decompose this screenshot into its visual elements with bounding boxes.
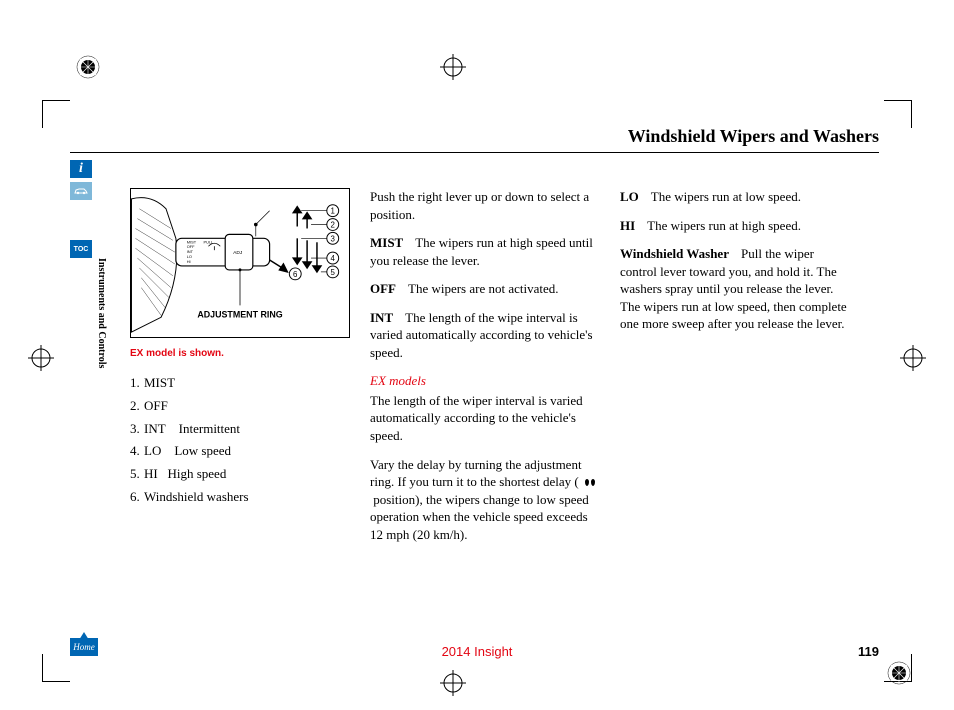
sidebar: i TOC [70, 160, 100, 262]
svg-text:3: 3 [331, 234, 336, 243]
legend-item: 1.MIST [130, 372, 350, 395]
int-desc: INTThe length of the wipe interval is va… [370, 309, 600, 362]
footer-model: 2014 Insight [0, 644, 954, 659]
ex-body: The length of the wiper interval is vari… [370, 392, 600, 445]
registration-mark-top [440, 54, 466, 80]
registration-mark-bottom [440, 670, 466, 696]
car-icon-button[interactable] [70, 182, 92, 200]
svg-text:1: 1 [331, 207, 335, 216]
wiper-lever-diagram: MIST OFF INT LO HI PULL ADJ 1 2 3 4 5 6 [130, 188, 350, 338]
svg-text:4: 4 [331, 254, 336, 263]
svg-text:6: 6 [293, 270, 298, 279]
crop-mark-tr [884, 100, 912, 128]
svg-text:2: 2 [331, 220, 335, 229]
legend-item: 3.INT Intermittent [130, 418, 350, 441]
text-column-right: LOThe wipers run at low speed. HIThe wip… [620, 188, 850, 344]
svg-text:ADJUSTMENT RING: ADJUSTMENT RING [197, 309, 282, 319]
text-column-middle: Push the right lever up or down to selec… [370, 188, 600, 554]
diagram-note: EX model is shown. [130, 348, 224, 359]
svg-text:ADJ: ADJ [233, 250, 243, 256]
washer-desc: Windshield WasherPull the wiper control … [620, 245, 850, 333]
registration-mark-br [886, 660, 912, 686]
legend-item: 6.Windshield washers [130, 486, 350, 509]
registration-mark-tl [75, 54, 101, 80]
svg-text:HI: HI [187, 259, 191, 264]
page-number: 119 [858, 644, 879, 659]
vary-text: Vary the delay by turning the adjustment… [370, 456, 600, 544]
crop-mark-tl [42, 100, 70, 128]
legend-item: 2.OFF [130, 395, 350, 418]
mist-desc: MISTThe wipers run at high speed until y… [370, 234, 600, 269]
svg-text:5: 5 [331, 268, 336, 277]
off-desc: OFFThe wipers are not activated. [370, 280, 600, 298]
section-label: Instruments and Controls [96, 258, 107, 368]
legend-item: 5.HI High speed [130, 463, 350, 486]
legend-list: 1.MIST 2.OFF 3.INT Intermittent 4.LO Low… [130, 372, 350, 509]
toc-button[interactable]: TOC [70, 240, 92, 258]
legend-item: 4.LO Low speed [130, 440, 350, 463]
hi-desc: HIThe wipers run at high speed. [620, 217, 850, 235]
droplets-icon [582, 477, 598, 489]
intro-text: Push the right lever up or down to selec… [370, 188, 600, 223]
registration-mark-left [28, 345, 54, 371]
lo-desc: LOThe wipers run at low speed. [620, 188, 850, 206]
title-rule [70, 152, 879, 153]
ex-heading: EX models [370, 372, 600, 390]
info-button[interactable]: i [70, 160, 92, 178]
page-title: Windshield Wipers and Washers [628, 126, 879, 147]
registration-mark-right [900, 345, 926, 371]
